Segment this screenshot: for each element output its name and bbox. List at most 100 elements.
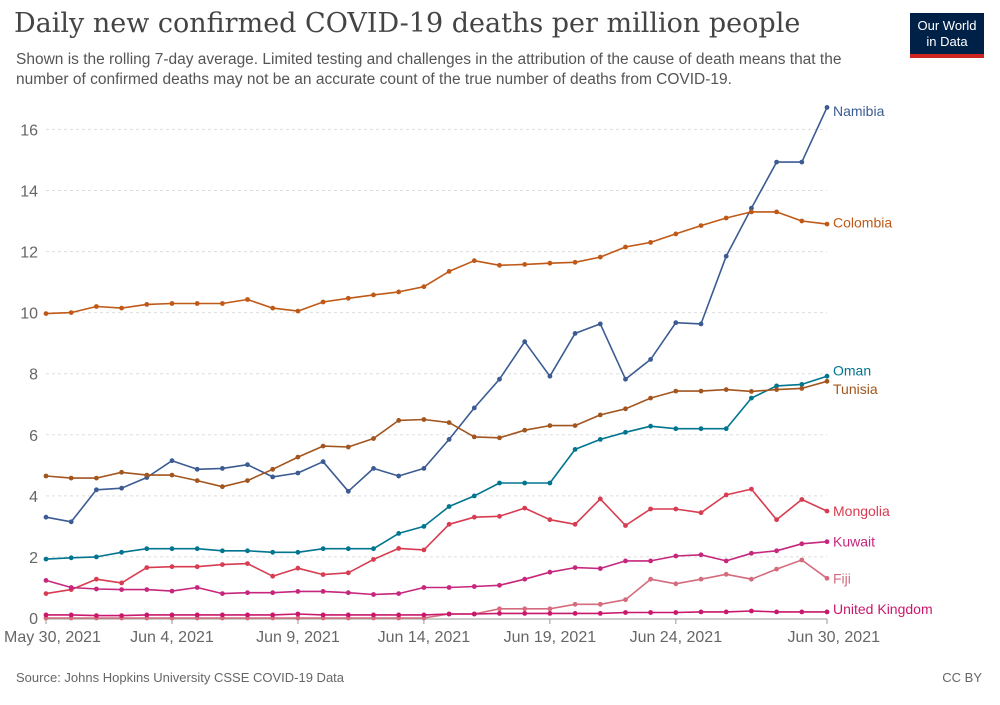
data-point[interactable] xyxy=(799,497,805,502)
data-point[interactable] xyxy=(295,611,301,617)
data-point[interactable] xyxy=(497,606,502,612)
data-point[interactable] xyxy=(144,546,150,552)
data-point[interactable] xyxy=(320,612,326,618)
data-point[interactable] xyxy=(597,254,603,260)
series-line[interactable] xyxy=(46,610,827,617)
data-point[interactable] xyxy=(471,493,477,499)
data-point[interactable] xyxy=(497,513,502,519)
data-point[interactable] xyxy=(774,209,779,215)
data-point[interactable] xyxy=(371,466,376,471)
data-point[interactable] xyxy=(446,585,452,590)
data-point[interactable] xyxy=(572,611,578,616)
data-point[interactable] xyxy=(723,215,729,221)
data-point[interactable] xyxy=(295,454,301,460)
data-point[interactable] xyxy=(648,395,653,401)
series-line[interactable] xyxy=(45,107,828,523)
data-point[interactable] xyxy=(446,437,452,442)
data-point[interactable] xyxy=(547,606,553,612)
data-point[interactable] xyxy=(572,423,578,428)
data-point[interactable] xyxy=(144,472,150,478)
data-point[interactable] xyxy=(623,429,628,435)
data-point[interactable] xyxy=(345,570,351,576)
data-point[interactable] xyxy=(371,557,376,562)
data-point[interactable] xyxy=(68,555,74,561)
data-point[interactable] xyxy=(774,548,779,554)
data-point[interactable] xyxy=(169,564,175,570)
data-point[interactable] xyxy=(245,462,250,468)
data-point[interactable] xyxy=(648,506,653,512)
data-point[interactable] xyxy=(572,521,578,527)
data-point[interactable] xyxy=(446,521,452,527)
data-point[interactable] xyxy=(799,386,805,391)
data-point[interactable] xyxy=(723,571,729,577)
data-point[interactable] xyxy=(799,557,805,563)
data-point[interactable] xyxy=(371,292,376,298)
data-point[interactable] xyxy=(471,584,477,589)
data-point[interactable] xyxy=(169,546,175,552)
data-point[interactable] xyxy=(648,610,653,615)
data-point[interactable] xyxy=(648,423,653,429)
data-point[interactable] xyxy=(723,253,729,259)
data-point[interactable] xyxy=(371,612,376,618)
data-point[interactable] xyxy=(396,591,402,596)
data-point[interactable] xyxy=(597,611,603,616)
data-point[interactable] xyxy=(648,240,653,245)
series-oman[interactable] xyxy=(43,373,830,562)
data-point[interactable] xyxy=(245,548,250,554)
data-point[interactable] xyxy=(749,486,754,492)
data-point[interactable] xyxy=(270,474,276,480)
series-line[interactable] xyxy=(45,211,828,315)
data-point[interactable] xyxy=(698,426,704,432)
data-point[interactable] xyxy=(320,459,326,465)
data-point[interactable] xyxy=(119,580,124,586)
data-point[interactable] xyxy=(94,554,99,560)
data-point[interactable] xyxy=(295,615,301,621)
data-point[interactable] xyxy=(446,504,452,509)
series-line[interactable] xyxy=(45,375,828,560)
data-point[interactable] xyxy=(824,575,830,581)
data-point[interactable] xyxy=(345,546,351,552)
data-point[interactable] xyxy=(421,466,427,471)
data-point[interactable] xyxy=(396,289,402,295)
data-point[interactable] xyxy=(194,564,200,570)
data-point[interactable] xyxy=(698,510,704,516)
data-point[interactable] xyxy=(497,611,502,616)
data-point[interactable] xyxy=(623,610,628,615)
data-point[interactable] xyxy=(94,576,99,582)
data-point[interactable] xyxy=(749,389,754,394)
data-point[interactable] xyxy=(497,262,502,268)
data-point[interactable] xyxy=(673,426,679,432)
data-point[interactable] xyxy=(245,478,250,483)
data-point[interactable] xyxy=(799,609,805,615)
data-point[interactable] xyxy=(673,388,679,394)
data-point[interactable] xyxy=(245,297,250,302)
data-point[interactable] xyxy=(220,466,225,471)
data-point[interactable] xyxy=(749,209,754,215)
data-point[interactable] xyxy=(194,466,200,472)
data-point[interactable] xyxy=(371,546,376,552)
data-point[interactable] xyxy=(497,376,502,382)
data-point[interactable] xyxy=(43,556,49,562)
data-point[interactable] xyxy=(799,218,805,224)
data-point[interactable] xyxy=(94,586,99,592)
data-point[interactable] xyxy=(295,565,301,571)
data-point[interactable] xyxy=(396,612,402,618)
data-point[interactable] xyxy=(698,388,704,394)
data-point[interactable] xyxy=(698,321,704,327)
data-point[interactable] xyxy=(471,405,477,411)
data-point[interactable] xyxy=(774,517,779,523)
data-point[interactable] xyxy=(522,505,528,511)
data-point[interactable] xyxy=(295,589,301,594)
data-point[interactable] xyxy=(471,258,477,264)
data-point[interactable] xyxy=(270,590,276,596)
data-point[interactable] xyxy=(169,458,175,464)
data-point[interactable] xyxy=(295,549,301,555)
data-point[interactable] xyxy=(471,611,477,617)
series-tunisia[interactable] xyxy=(43,378,830,490)
data-point[interactable] xyxy=(597,321,603,327)
data-point[interactable] xyxy=(396,473,402,479)
data-point[interactable] xyxy=(43,612,49,618)
data-point[interactable] xyxy=(220,484,225,490)
data-point[interactable] xyxy=(94,613,99,618)
data-point[interactable] xyxy=(119,549,124,555)
